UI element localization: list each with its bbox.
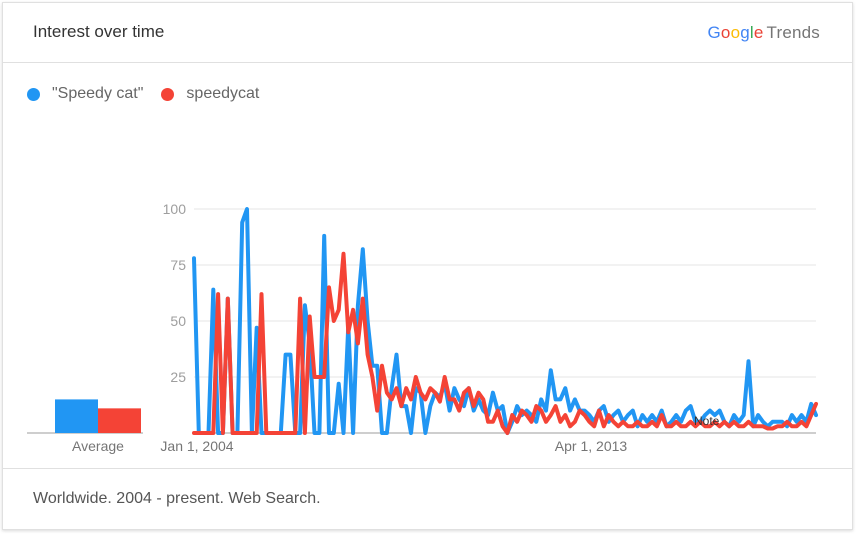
chart-legend: "Speedy cat" speedycat (27, 83, 277, 105)
legend-item-speedycat[interactable]: speedycat (161, 85, 259, 103)
google-wordmark: Google (707, 23, 764, 42)
series-line (192, 207, 818, 435)
interest-over-time-chart[interactable]: 25 50 75 100 Average Note Jan 1, 2004 Apr 1,… (3, 103, 854, 483)
y-tick-label: 75 (170, 257, 186, 273)
footer-caption: Worldwide. 2004 - present. Web Search. (33, 490, 321, 507)
x-tick-label: Jan 1, 2004 (160, 438, 233, 454)
average-label: Average (72, 438, 124, 454)
legend-item-speedy-cat[interactable]: "Speedy cat" (27, 85, 143, 103)
y-tick-labels: 25 50 75 100 (163, 201, 187, 385)
google-trends-logo[interactable]: Google Trends (707, 23, 820, 43)
series-line (192, 251, 818, 435)
card-title: Interest over time (33, 22, 165, 41)
card-footer: Worldwide. 2004 - present. Web Search. (3, 468, 852, 529)
note-label: Note (694, 414, 720, 428)
average-bar (55, 399, 98, 433)
y-tick-label: 25 (170, 369, 186, 385)
trends-wordmark: Trends (766, 23, 820, 42)
series-lines: Note (192, 207, 818, 435)
average-bar (98, 408, 141, 433)
legend-label: "Speedy cat" (52, 85, 144, 102)
y-tick-label: 50 (170, 313, 186, 329)
legend-swatch (161, 87, 175, 101)
legend-label: speedycat (186, 85, 260, 102)
legend-swatch (27, 87, 40, 101)
card-header: Interest over time Google Trends (3, 3, 852, 63)
x-tick-label: Apr 1, 2013 (555, 438, 628, 454)
average-bars: Average (27, 399, 143, 454)
x-tick-labels: Jan 1, 2004 Apr 1, 2013 (160, 438, 627, 454)
grid-lines (194, 208, 816, 434)
y-tick-label: 100 (163, 201, 187, 217)
